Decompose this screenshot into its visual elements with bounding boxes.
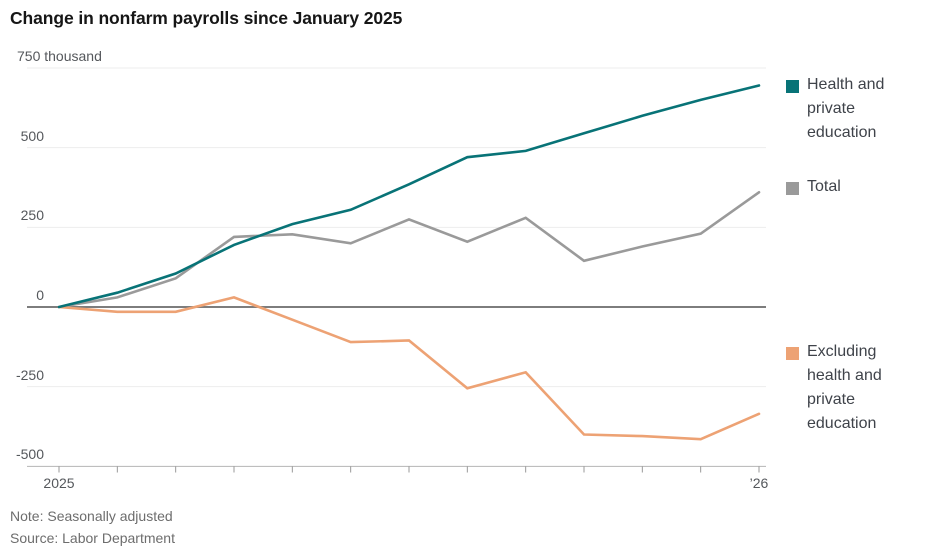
chart-title: Change in nonfarm payrolls since January…	[10, 8, 403, 28]
chart-note: Note: Seasonally adjusted	[10, 508, 173, 524]
y-axis-label: 750 thousand	[17, 48, 102, 64]
legend-swatch-icon	[786, 347, 799, 360]
y-axis-label: -250	[15, 366, 44, 383]
chart-source: Source: Labor Department	[10, 530, 175, 546]
y-axis-label: 250	[20, 207, 44, 224]
y-axis-label: 500	[20, 127, 44, 144]
legend-label: Excluding health and private education	[807, 343, 882, 432]
legend-swatch-icon	[786, 182, 799, 195]
series-line-excluding-health-and-private-education	[57, 296, 761, 441]
legend-swatch-icon	[786, 80, 799, 93]
legend-label: Health and private education	[807, 76, 885, 141]
x-axis-label: 2025	[43, 475, 75, 491]
series-line-health-and-private-education	[57, 84, 761, 309]
y-axis-label: -500	[15, 446, 44, 463]
legend-label: Total	[807, 178, 841, 195]
series-line-total	[57, 191, 761, 309]
x-axis-label: ’26	[749, 475, 769, 491]
y-axis-label: 0	[36, 287, 44, 303]
